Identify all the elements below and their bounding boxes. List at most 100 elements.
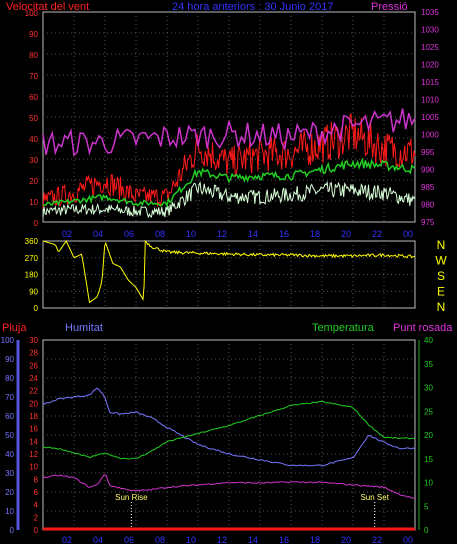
direction-tick-label: 360: [25, 237, 39, 246]
humidity-tick-label: 14: [29, 437, 38, 446]
humidity-tick-label: 30: [29, 336, 38, 345]
x-tick-label: 14: [248, 535, 258, 544]
pressure-line: [42, 108, 416, 157]
x-tick-label: 06: [124, 229, 134, 239]
compass-label: N: [437, 238, 446, 252]
pressure-tick-label: 1025: [421, 43, 439, 52]
rain-tick-label: 10: [5, 507, 14, 516]
humidity-tick-label: 0: [34, 526, 39, 535]
humidity-tick-label: 26: [29, 361, 38, 370]
temperature-tick-label: 30: [424, 384, 433, 393]
pressure-tick-label: 975: [421, 218, 435, 227]
x-tick-label: 14: [248, 229, 258, 239]
sunset-label: Sun Set: [360, 493, 389, 502]
x-tick-label: 16: [279, 229, 289, 239]
pressure-tick-label: 1035: [421, 8, 439, 17]
direction-tick-label: 180: [25, 271, 39, 280]
humidity-tick-label: 20: [29, 399, 38, 408]
dew-point-line: [42, 473, 416, 499]
x-tick-label: 10: [186, 229, 196, 239]
wind-speed-axis-label: Velocitat del vent: [6, 1, 89, 13]
humidity-tick-label: 16: [29, 425, 38, 434]
wind-speed-tick-label: 20: [29, 177, 38, 186]
x-tick-label: 08: [155, 229, 165, 239]
x-tick-label: 00: [403, 229, 413, 239]
chart-title: 24 hora anteriors : 30 Junio 2017: [172, 1, 333, 13]
x-tick-label: 22: [372, 229, 382, 239]
x-tick-label: 04: [93, 229, 103, 239]
pressure-tick-label: 1000: [421, 131, 439, 140]
humidity-temperature-plot-frame: [42, 339, 416, 531]
x-tick-label: 22: [372, 535, 382, 544]
temperature-tick-label: 10: [424, 479, 433, 488]
wind-speed-tick-label: 50: [29, 114, 38, 123]
rain-tick-label: 50: [5, 431, 14, 440]
humidity-tick-label: 10: [29, 463, 38, 472]
pressure-tick-label: 990: [421, 166, 435, 175]
temperature-line: [42, 400, 415, 460]
temperature-tick-label: 40: [424, 336, 433, 345]
rain-tick-label: 40: [5, 450, 14, 459]
x-tick-label: 16: [279, 535, 289, 544]
rain-tick-label: 0: [10, 526, 15, 535]
rain-axis-label: Pluja: [2, 322, 27, 334]
x-tick-label: 02: [62, 229, 72, 239]
x-tick-label: 20: [341, 229, 351, 239]
rain-tick-label: 20: [5, 488, 14, 497]
pressure-tick-label: 1015: [421, 78, 439, 87]
humidity-tick-label: 22: [29, 387, 38, 396]
temperature-axis-label: Temperatura: [312, 322, 375, 334]
temperature-tick-label: 20: [424, 431, 433, 440]
pressure-axis-label: Pressió: [371, 1, 408, 13]
humidity-tick-label: 12: [29, 450, 38, 459]
x-tick-label: 20: [341, 535, 351, 544]
rain-tick-label: 60: [5, 412, 14, 421]
wind-speed-tick-label: 100: [25, 9, 39, 18]
rain-tick-label: 30: [5, 469, 14, 478]
pressure-tick-label: 1005: [421, 113, 439, 122]
pressure-tick-label: 985: [421, 183, 435, 192]
wind-direction-plot-frame: [42, 240, 416, 309]
pressure-tick-label: 1020: [421, 61, 439, 70]
humidity-tick-label: 8: [34, 475, 39, 484]
humidity-tick-label: 4: [34, 501, 39, 510]
direction-tick-label: 90: [29, 287, 38, 296]
wind-speed-tick-label: 90: [29, 30, 38, 39]
wind-speed-tick-label: 10: [29, 198, 38, 207]
wind-series-2-line: [42, 157, 416, 208]
rain-tick-label: 90: [5, 355, 14, 364]
direction-tick-label: 270: [25, 254, 39, 263]
pressure-tick-label: 1030: [421, 26, 439, 35]
compass-label: W: [435, 254, 447, 268]
temperature-tick-label: 25: [424, 407, 433, 416]
wind-speed-tick-label: 40: [29, 135, 38, 144]
temperature-tick-label: 35: [424, 360, 433, 369]
wind-speed-tick-label: 30: [29, 156, 38, 165]
x-tick-label: 18: [310, 535, 320, 544]
rain-tick-label: 70: [5, 393, 14, 402]
wind-speed-tick-label: 0: [34, 219, 39, 228]
pressure-tick-label: 980: [421, 201, 435, 210]
wind-speed-tick-label: 60: [29, 93, 38, 102]
x-tick-label: 10: [186, 535, 196, 544]
humidity-tick-label: 24: [29, 374, 38, 383]
compass-label: N: [437, 300, 446, 314]
wind-speed-tick-label: 80: [29, 51, 38, 60]
x-tick-label: 06: [124, 535, 134, 544]
compass-label: E: [437, 285, 445, 299]
humidity-axis-label: Humitat: [65, 322, 103, 334]
pressure-tick-label: 1010: [421, 96, 439, 105]
x-tick-label: 12: [217, 229, 227, 239]
rain-tick-label: 100: [1, 336, 15, 345]
humidity-tick-label: 6: [34, 488, 39, 497]
x-tick-label: 18: [310, 229, 320, 239]
temperature-tick-label: 15: [424, 455, 433, 464]
temperature-tick-label: 5: [424, 502, 429, 511]
wind-direction-line: [42, 239, 416, 304]
humidity-tick-label: 2: [34, 513, 39, 522]
dew-point-axis-label: Punt rosada: [393, 322, 453, 334]
x-tick-label: 08: [155, 535, 165, 544]
x-tick-label: 12: [217, 535, 227, 544]
